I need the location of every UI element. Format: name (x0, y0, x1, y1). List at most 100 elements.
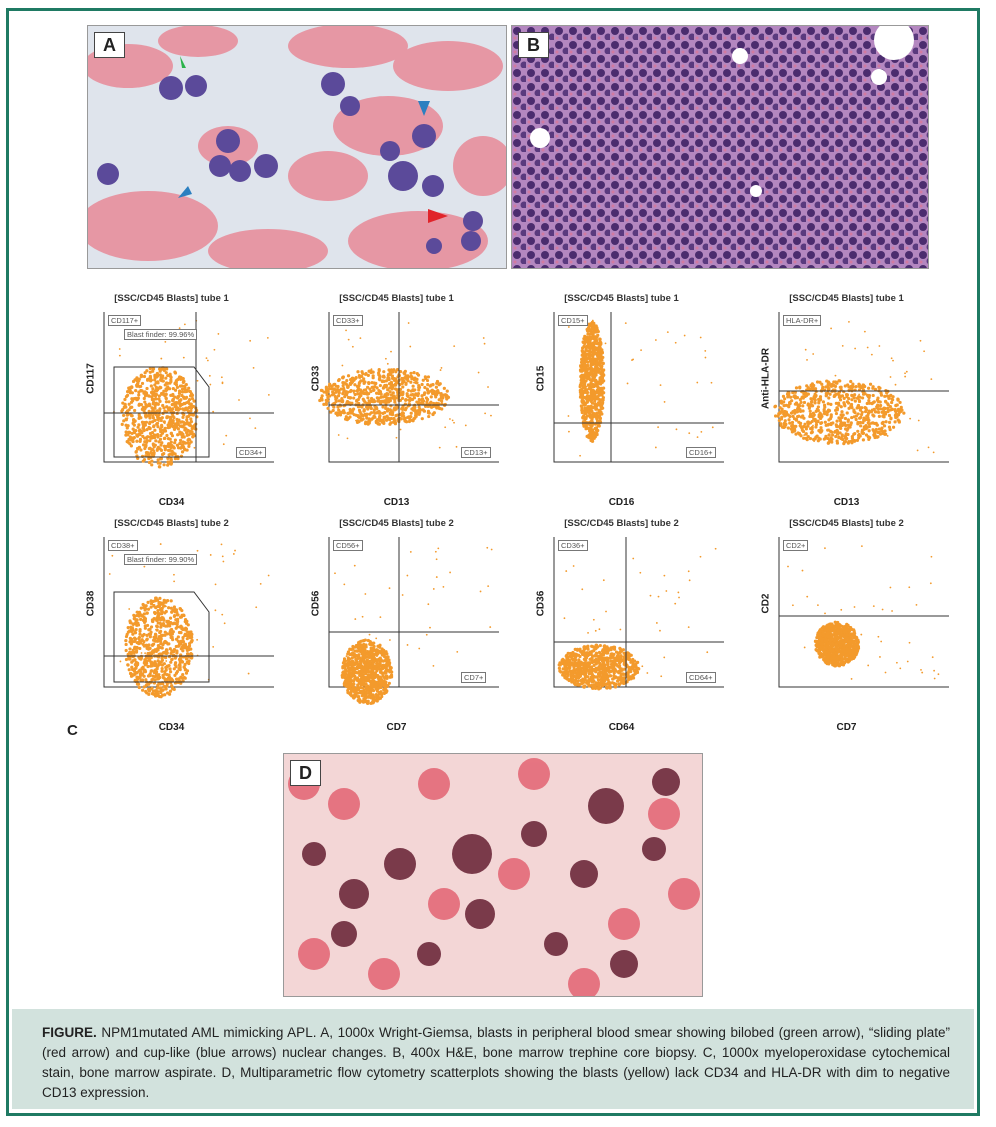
event-point (144, 643, 148, 647)
event-point (137, 402, 142, 406)
event-point (342, 683, 347, 687)
event-point (165, 433, 169, 438)
event-point (586, 675, 590, 679)
event-point (420, 417, 424, 421)
event-point (835, 439, 839, 443)
event-point (178, 441, 182, 445)
event-point (184, 628, 188, 632)
event-point (355, 420, 360, 425)
event-point (874, 427, 878, 432)
event-point (793, 394, 795, 396)
quadrant-label: CD13+ (461, 447, 491, 458)
event-point (828, 428, 830, 431)
event-point (182, 408, 187, 412)
event-point (362, 642, 366, 647)
event-point (337, 399, 341, 403)
event-point (619, 654, 623, 658)
event-point (341, 375, 345, 379)
event-point (858, 393, 861, 396)
event-point (594, 324, 598, 328)
event-point (824, 385, 828, 389)
event-point (151, 599, 156, 603)
event-point (897, 419, 901, 423)
event-point (598, 643, 602, 648)
event-point (119, 660, 122, 663)
event-point (341, 665, 345, 669)
event-point (353, 564, 356, 567)
event-point (878, 386, 882, 390)
event-point (357, 694, 361, 699)
event-point (163, 633, 167, 637)
event-point (700, 431, 703, 433)
event-point (835, 408, 839, 412)
event-point (916, 449, 919, 452)
flow-plot-title: [SSC/CD45 Blasts] tube 2 (564, 518, 679, 529)
event-point (169, 378, 173, 382)
event-point (589, 425, 593, 429)
event-point (166, 381, 170, 385)
event-point (137, 379, 141, 383)
event-point (347, 401, 352, 405)
event-point (124, 642, 128, 647)
event-point (455, 445, 458, 448)
event-point (379, 392, 383, 396)
event-point (157, 465, 161, 469)
event-point (601, 361, 605, 366)
event-point (134, 649, 139, 653)
event-point (187, 444, 191, 449)
event-point (184, 642, 187, 645)
event-point (408, 417, 412, 422)
event-point (193, 446, 196, 449)
event-point (187, 386, 191, 390)
event-point (917, 419, 920, 422)
event-point (342, 386, 346, 391)
event-point (369, 389, 373, 394)
event-point (838, 424, 842, 428)
event-point (802, 416, 806, 420)
event-point (855, 438, 860, 442)
event-point (189, 413, 193, 417)
event-point (182, 447, 187, 451)
event-point (363, 638, 367, 642)
event-point (600, 348, 604, 352)
event-point (395, 368, 400, 372)
flow-plot-title: [SSC/CD45 Blasts] tube 2 (339, 518, 454, 529)
event-point (659, 384, 662, 387)
event-point (597, 397, 601, 401)
event-point (138, 641, 143, 645)
event-point (378, 414, 382, 418)
event-point (438, 446, 441, 449)
event-point (432, 390, 436, 394)
event-point (141, 434, 145, 438)
event-point (773, 414, 778, 418)
event-point (127, 437, 131, 442)
event-point (797, 420, 801, 424)
event-point (590, 385, 595, 389)
event-point (130, 391, 134, 395)
event-point (435, 380, 440, 384)
event-point (567, 663, 571, 668)
event-point (166, 373, 170, 378)
event-point (324, 385, 328, 389)
event-point (353, 392, 357, 397)
event-point (172, 621, 177, 625)
event-point (592, 395, 596, 399)
event-point (356, 415, 361, 419)
event-point (326, 399, 330, 403)
event-point (170, 684, 174, 688)
event-point (776, 414, 780, 418)
event-point (177, 394, 181, 398)
event-point (586, 407, 590, 411)
event-point (867, 393, 872, 398)
event-point (846, 419, 850, 423)
event-point (813, 401, 817, 405)
event-point (409, 345, 412, 348)
event-point (346, 437, 349, 440)
event-point (843, 404, 847, 408)
event-point (445, 397, 449, 401)
event-point (386, 362, 389, 365)
event-point (783, 413, 787, 418)
event-point (370, 642, 375, 646)
event-point (626, 382, 629, 385)
event-point (359, 337, 362, 339)
